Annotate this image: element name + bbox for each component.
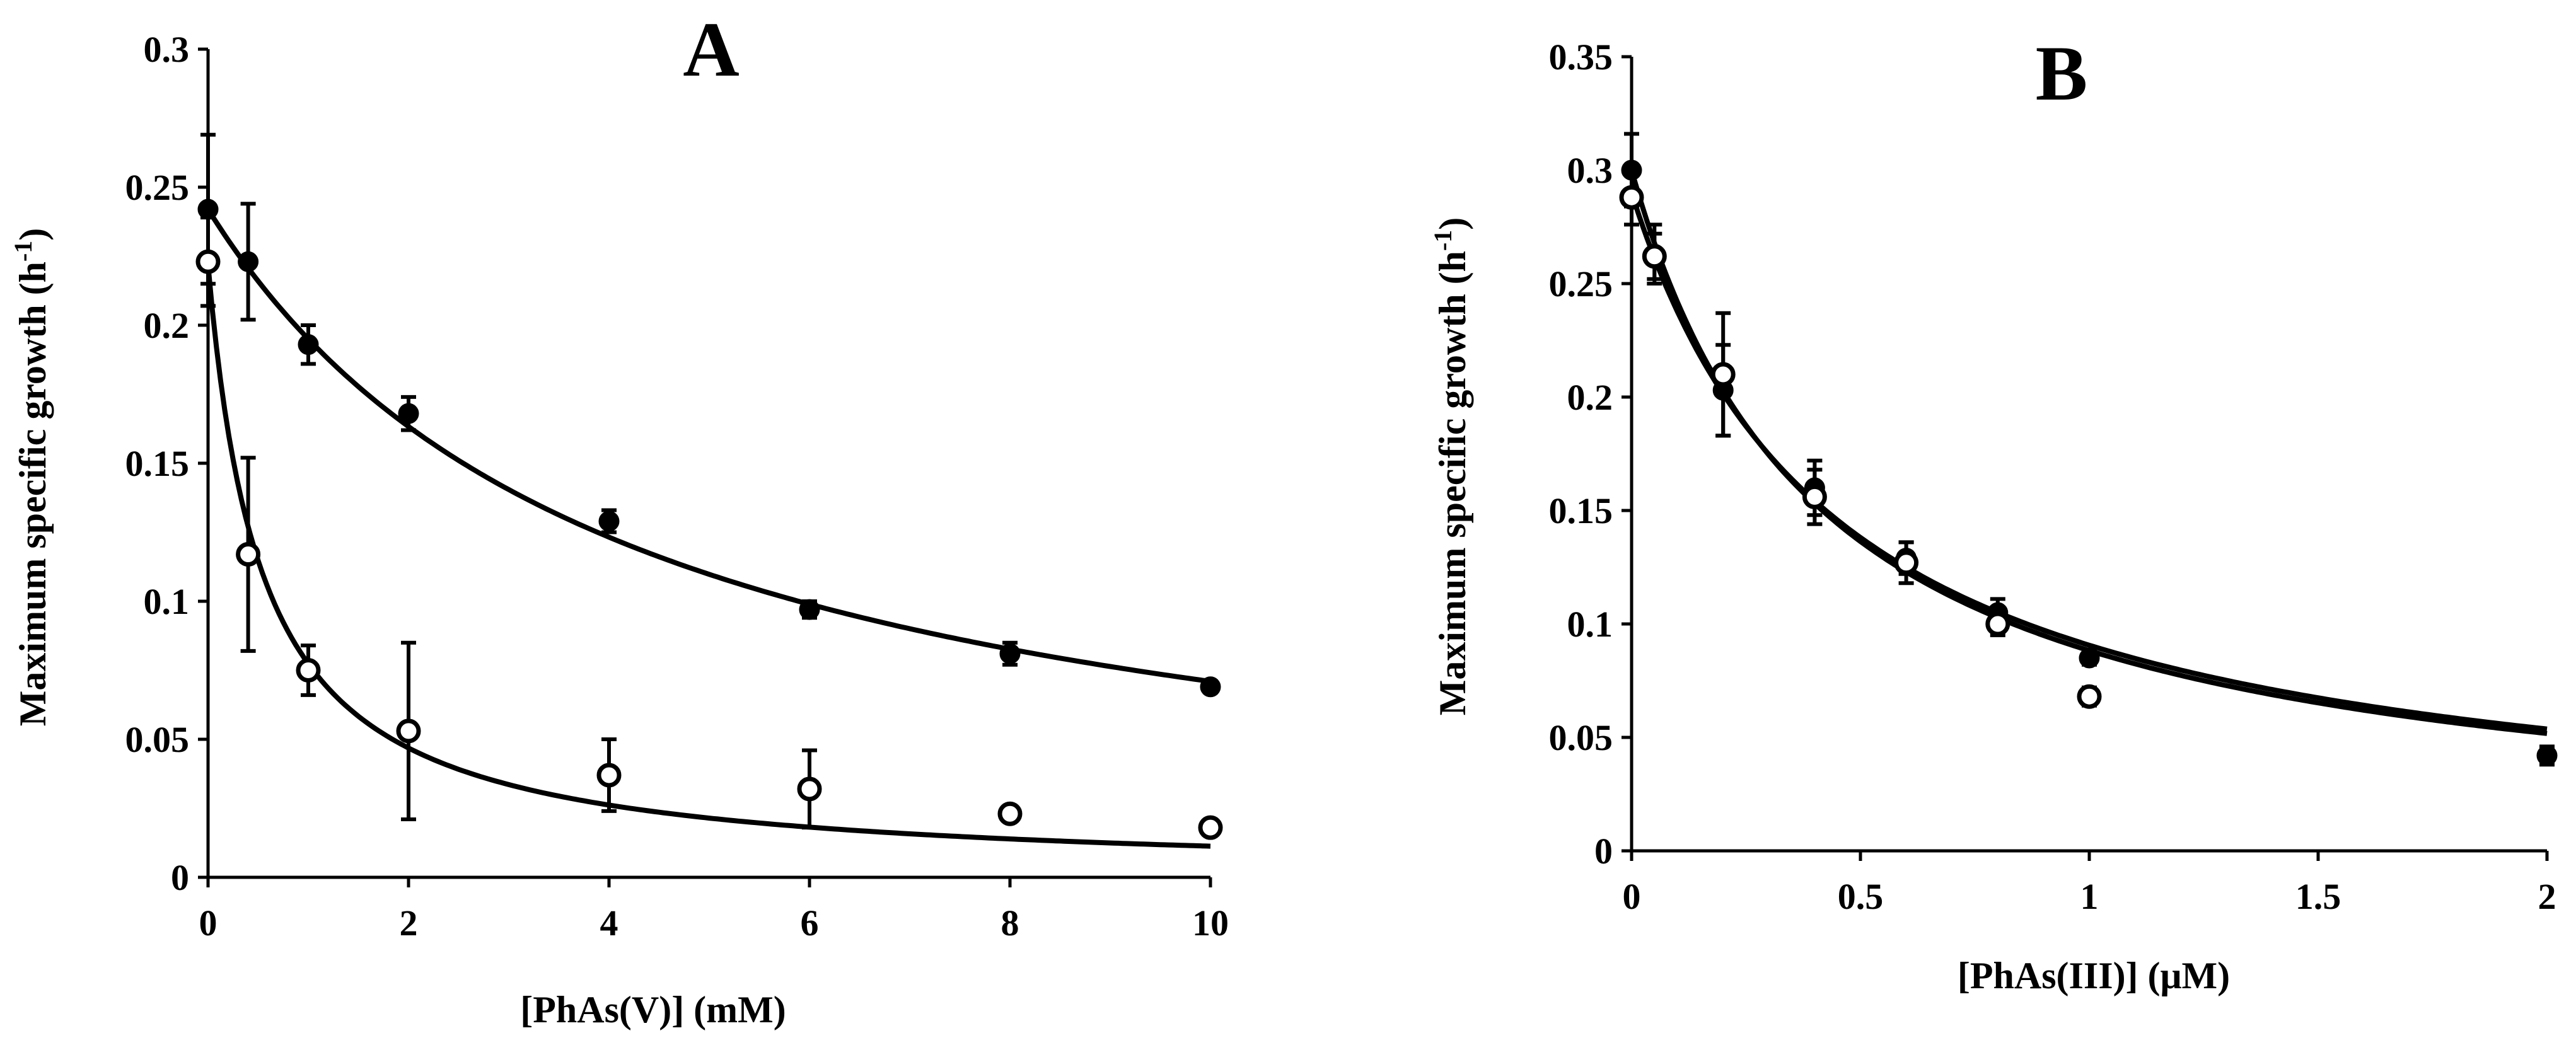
- panel-b-y-axis-title-superscript: -1: [1429, 230, 1457, 251]
- panel-a-point-open: [797, 776, 822, 802]
- panel-a-fit-curve-2: [206, 264, 1211, 849]
- panel-b-x-tick-label: 0: [1623, 876, 1641, 917]
- panel-a-point-open: [997, 801, 1023, 826]
- panel-a-y-axis-title-superscript: -1: [9, 241, 37, 262]
- panel-a-y-axis-title: Maximum specific growth (h-1): [9, 228, 54, 726]
- panel-a-point-filled: [1200, 676, 1221, 698]
- panel-b-x-tick-label: 1.5: [2295, 876, 2341, 917]
- panel-a-x-tick-label: 4: [600, 903, 618, 943]
- panel-b-x-tick-label: 2: [2538, 876, 2556, 917]
- panel-b-y-tick-label: 0.1: [1567, 604, 1613, 645]
- panel-b-x-tick-label: 0.5: [1838, 876, 1884, 917]
- panel-a: A [PhAs(V)] (mM) Maximum specific growth…: [9, 6, 1229, 1030]
- panel-a-y-tick-label: 0.15: [125, 443, 190, 484]
- panel-a-point-filled: [398, 403, 419, 424]
- panel-a-x-tick-label: 8: [1001, 903, 1019, 943]
- panel-b-plot-area: 0 0.05 0.1 0.15 0.2 0.25 0.3 0.35 0 0.5 1 1.5 2: [1549, 37, 2558, 917]
- panel-b-point-open: [1710, 362, 1736, 387]
- panel-a-point-open: [396, 718, 421, 744]
- panel-b-y-tick-label: 0: [1594, 831, 1613, 872]
- panel-b-title: B: [2036, 30, 2088, 117]
- panel-b-point-filled: [2079, 647, 2100, 669]
- panel-a-x-tick-label: 6: [801, 903, 819, 943]
- panel-a-point-filled: [298, 334, 319, 355]
- panel-a-plot-area: 0 0.05 0.1 0.15 0.2 0.25 0.3 0 2 4 6 8 10: [125, 29, 1229, 943]
- panel-b-x-tick-label: 1: [2080, 876, 2099, 917]
- panel-a-y-axis-title-main: Maximum specific growth (h: [12, 262, 54, 726]
- panel-a-point-open: [236, 542, 261, 567]
- panel-b-y-axis-title-main: Maximum specific growth (h: [1432, 251, 1473, 715]
- panel-b-y-axis-title-close: ): [1432, 217, 1473, 230]
- panel-a-x-tick-label: 2: [400, 903, 418, 943]
- panel-b-x-axis-title: [PhAs(III)] (μM): [1958, 955, 2230, 996]
- panel-b-point-open: [1802, 484, 1827, 509]
- panel-a-x-tick-label: 0: [199, 903, 218, 943]
- panel-a-point-open: [596, 763, 622, 788]
- panel-a-y-tick-label: 0: [171, 857, 189, 898]
- panel-b-point-open: [1642, 244, 1667, 269]
- panel-a-point-filled: [238, 251, 259, 272]
- panel-b-y-tick-label: 0.35: [1549, 37, 1613, 78]
- panel-a-point-filled: [598, 511, 620, 532]
- panel-a-y-axis-title-close: ): [12, 228, 54, 241]
- panel-b-point-filled: [2536, 745, 2558, 766]
- panel-a-point-open: [1198, 815, 1223, 840]
- panel-b-point-open: [1985, 611, 2010, 637]
- panel-b-point-open: [2077, 684, 2102, 709]
- panel-a-x-tick-label: 10: [1192, 903, 1229, 943]
- panel-b-y-tick-label: 0.05: [1549, 717, 1613, 758]
- panel-a-y-tick-label: 0.05: [125, 719, 190, 760]
- panel-b-y-axis-title: Maximum specific growth (h-1): [1429, 217, 1473, 715]
- panel-a-title: A: [683, 6, 740, 93]
- panel-a-y-tick-label: 0.3: [144, 29, 190, 70]
- panel-b: B [PhAs(III)] (μM) Maximum specific grow…: [1429, 30, 2558, 996]
- panel-b-point-open: [1619, 185, 1644, 210]
- panel-a-point-open: [195, 249, 221, 274]
- panel-b-point-open: [1894, 550, 1919, 575]
- panel-a-point-open: [296, 658, 321, 683]
- panel-a-x-axis-title: [PhAs(V)] (mM): [520, 989, 786, 1030]
- panel-b-y-tick-label: 0.25: [1549, 263, 1613, 304]
- panel-a-point-filled: [999, 643, 1021, 664]
- panel-b-fit-curve-2: [1629, 192, 2548, 732]
- panel-a-y-tick-label: 0.1: [144, 581, 190, 622]
- panel-b-y-tick-label: 0.3: [1567, 150, 1613, 191]
- panel-b-y-tick-label: 0.15: [1549, 490, 1613, 531]
- panel-a-y-tick-label: 0.25: [125, 167, 190, 208]
- panel-a-y-tick-label: 0.2: [144, 305, 190, 346]
- panel-a-point-filled: [799, 599, 820, 620]
- panel-a-fit-curve-1: [206, 207, 1211, 684]
- panel-b-y-tick-label: 0.2: [1567, 377, 1613, 418]
